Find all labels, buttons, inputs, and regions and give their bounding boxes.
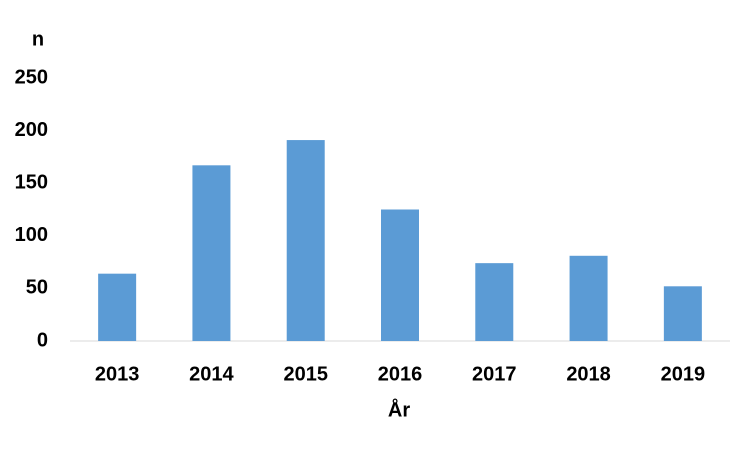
bar (98, 273, 137, 341)
x-axis-label: År (388, 397, 410, 421)
bar (381, 209, 419, 341)
bar (663, 286, 702, 341)
x-tick-label: 2014 (189, 363, 234, 385)
x-tick-label: 2018 (566, 363, 611, 385)
y-tick-label: 200 (15, 119, 48, 141)
x-tick-label: 2015 (283, 363, 328, 385)
bar (286, 140, 325, 341)
y-tick-label: 50 (26, 277, 48, 299)
x-tick-label: 2017 (472, 363, 517, 385)
x-tick-label: 2019 (661, 363, 706, 385)
y-tick-label: 150 (15, 171, 48, 193)
x-tick-label: 2016 (378, 363, 423, 385)
y-tick-label: 0 (37, 329, 48, 351)
y-axis-label: n (32, 28, 44, 50)
y-tick-label: 250 (15, 66, 48, 88)
bar (475, 263, 514, 341)
x-tick-label: 2013 (95, 363, 140, 385)
bar (569, 255, 608, 341)
y-tick-label: 100 (15, 224, 48, 246)
bar (192, 165, 231, 341)
